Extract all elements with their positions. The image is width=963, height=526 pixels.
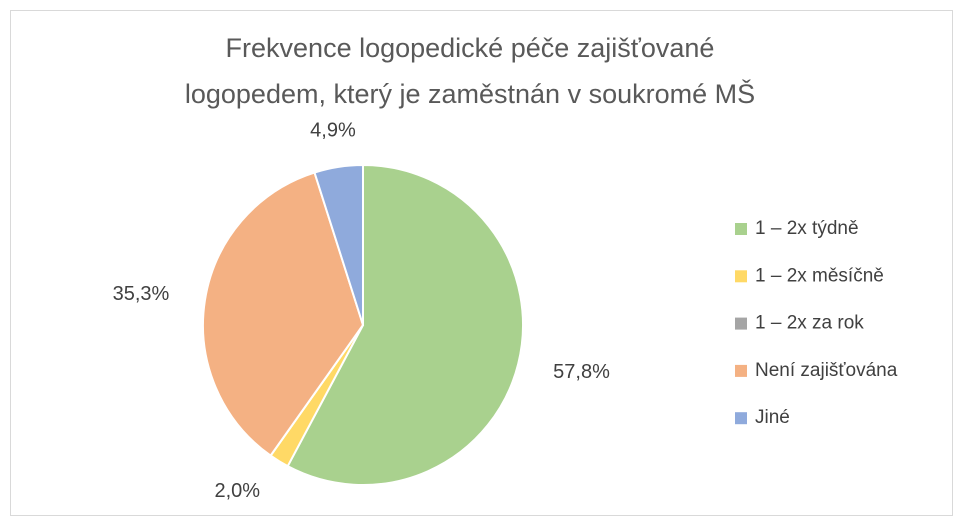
legend-label: 1 – 2x týdně bbox=[755, 218, 859, 239]
pie-slice bbox=[286, 163, 524, 486]
data-label: 57,8% bbox=[553, 361, 610, 383]
legend-swatch bbox=[735, 223, 747, 235]
legend-label: 1 – 2x za rok bbox=[755, 313, 864, 334]
chart-title: Frekvence logopedické péče zajišťované bbox=[226, 33, 715, 63]
legend-swatch bbox=[735, 412, 747, 425]
legend-swatch bbox=[735, 317, 747, 330]
data-label: 4,9% bbox=[310, 120, 356, 142]
pie-slice bbox=[313, 163, 364, 326]
legend-label: Jiné bbox=[755, 407, 790, 428]
legend-label: 1 – 2x měsíčně bbox=[755, 265, 884, 286]
legend-swatch bbox=[735, 270, 747, 283]
legend-label: Není zajišťována bbox=[755, 360, 898, 381]
chart-title: logopedem, který je zaměstnán v soukromé… bbox=[185, 78, 755, 109]
legend-swatch bbox=[735, 364, 747, 377]
pie-slice bbox=[202, 171, 365, 458]
data-label: 2,0% bbox=[214, 480, 260, 502]
data-label: 35,3% bbox=[113, 283, 170, 305]
